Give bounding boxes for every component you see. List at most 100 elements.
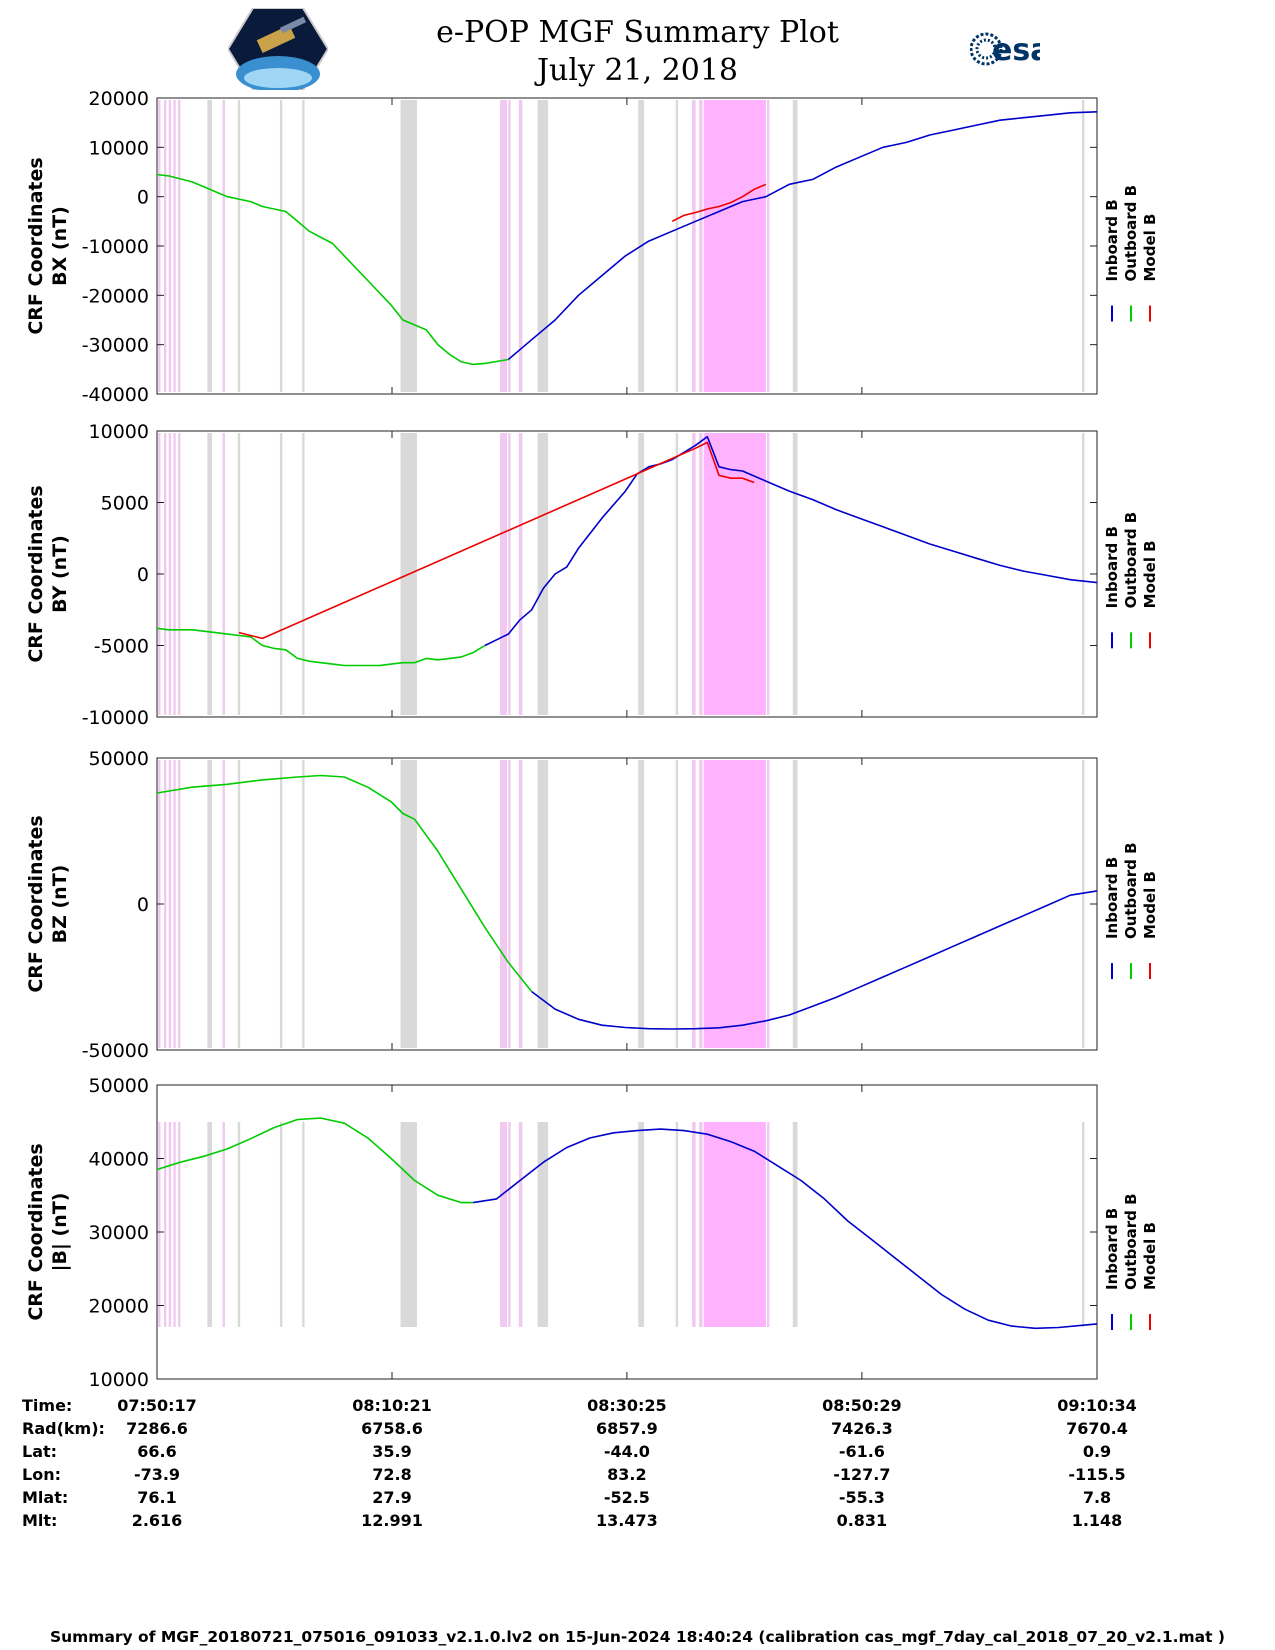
y-tick-label: 20000: [89, 1296, 149, 1318]
y-tick-label: -40000: [82, 384, 149, 406]
ephemeris-value: 07:50:17: [117, 1396, 197, 1415]
y-axis-label: CRF Coordinates: [25, 1143, 47, 1320]
data-gap-band-pink: [168, 1122, 172, 1327]
data-gap-band-pink: [178, 433, 181, 715]
data-gap-band-pink: [692, 1122, 696, 1327]
data-gap-band-gray: [279, 433, 283, 715]
data-gap-band-gray: [279, 1122, 283, 1327]
series-line-outboard-b: [156, 173, 509, 366]
y-tick-label: 10000: [89, 1369, 149, 1391]
series-line-model-b: [238, 441, 755, 640]
y-tick-label: -10000: [82, 236, 149, 258]
data-gap-band-pink: [500, 1122, 508, 1327]
legend-label: Model B: [1141, 1222, 1159, 1290]
ephemeris-value: 76.1: [137, 1488, 177, 1507]
legend-label: Model B: [1141, 871, 1159, 939]
ephemeris-row-label: Mlat:: [22, 1488, 69, 1507]
ephemeris-row-label: Rad(km):: [22, 1419, 105, 1438]
data-gap-band-gray: [537, 100, 549, 392]
y-axis-label: CRF Coordinates: [25, 485, 47, 662]
y-axis-label: CRF Coordinates: [25, 157, 47, 334]
y-tick-label: 30000: [89, 1222, 149, 1244]
data-gap-band-magenta: [703, 760, 766, 1048]
data-gap-band-pink: [767, 760, 770, 1048]
ephemeris-value: 0.831: [836, 1511, 888, 1530]
data-gap-band-gray: [792, 1122, 798, 1327]
data-gap-band-gray: [1082, 760, 1085, 1048]
data-gap-band-pink: [699, 760, 703, 1048]
ephemeris-value: -52.5: [603, 1488, 650, 1507]
data-gap-band-gray: [1082, 433, 1085, 715]
data-gap-band-pink: [518, 100, 523, 392]
ephemeris-row-label: Time:: [22, 1396, 73, 1415]
legend-label: Outboard B: [1122, 842, 1140, 939]
ephemeris-value: 35.9: [372, 1442, 412, 1461]
data-gap-band-pink: [222, 760, 225, 1048]
ephemeris-value: -115.5: [1068, 1465, 1126, 1484]
data-gap-band-gray: [237, 760, 241, 1048]
data-gap-band-pink: [164, 100, 167, 392]
data-gap-band-pink: [692, 760, 696, 1048]
plot-date: July 21, 2018: [536, 53, 739, 88]
data-gap-band-gray: [279, 100, 283, 392]
data-gap-band-pink: [508, 760, 511, 1048]
y-tick-label: 10000: [89, 137, 149, 159]
ephemeris-value: 7286.6: [126, 1419, 188, 1438]
y-tick-label: -20000: [82, 285, 149, 307]
y-tick-label: -30000: [82, 335, 149, 357]
data-gap-band-gray: [400, 1122, 417, 1327]
y-tick-label: -50000: [82, 1040, 149, 1062]
data-gap-band-pink: [173, 1122, 176, 1327]
ephemeris-value: 66.6: [137, 1442, 177, 1461]
series-line-inboard-b: [531, 890, 1098, 1030]
data-gap-band-pink: [178, 1122, 181, 1327]
ephemeris-value: 27.9: [372, 1488, 412, 1507]
data-gap-band-gray: [537, 1122, 549, 1327]
data-gap-band-gray: [302, 433, 305, 715]
ephemeris-row-label: Mlt:: [22, 1511, 58, 1530]
ephemeris-value: 7670.4: [1066, 1419, 1128, 1438]
data-gap-band-pink: [178, 100, 181, 392]
data-gap-band-gray: [675, 1122, 679, 1327]
data-gap-band-pink: [767, 433, 770, 715]
data-gap-band-pink: [173, 100, 176, 392]
legend-label: Inboard B: [1103, 199, 1121, 281]
data-gap-band-gray: [638, 760, 645, 1048]
data-gap-band-pink: [518, 433, 523, 715]
ephemeris-value: -73.9: [133, 1465, 181, 1484]
series-line-inboard-b: [507, 111, 1098, 361]
legend-label: Outboard B: [1122, 512, 1140, 609]
data-gap-band-pink: [173, 433, 176, 715]
data-gap-band-gray: [537, 433, 549, 715]
y-tick-label: -5000: [94, 636, 149, 658]
data-gap-band-pink: [692, 433, 696, 715]
data-gap-band-pink: [173, 760, 176, 1048]
plot-frame: [156, 430, 1098, 718]
legend-label: Model B: [1141, 214, 1159, 282]
data-gap-band-gray: [792, 100, 798, 392]
data-gap-band-gray: [537, 760, 549, 1048]
mgf-summary-chart: 20000 10000 0 -10000 -20000 -30000 -40000 CRF C…: [25, 88, 1159, 1391]
ephemeris-row-label: Lon:: [22, 1465, 61, 1484]
y-tick-label: 0: [137, 564, 149, 586]
data-gap-band-gray: [302, 100, 305, 392]
y-tick-label: 5000: [101, 493, 149, 515]
plot-title: e-POP MGF Summary Plot: [436, 15, 839, 50]
data-gap-band-pink: [178, 760, 181, 1048]
data-gap-band-gray: [237, 1122, 241, 1327]
y-tick-label: 20000: [89, 88, 149, 110]
data-gap-band-gray: [1082, 100, 1085, 392]
data-gap-band-gray: [792, 433, 798, 715]
ephemeris-value: -61.6: [838, 1442, 885, 1461]
data-gap-band-pink: [168, 760, 172, 1048]
ephemeris-value: 7.8: [1082, 1488, 1112, 1507]
data-gap-band-pink: [164, 760, 167, 1048]
data-gap-band-magenta: [703, 1122, 766, 1327]
data-gap-band-gray: [400, 760, 417, 1048]
legend-label: Outboard B: [1122, 1193, 1140, 1290]
esa-logo: esa: [970, 32, 1040, 68]
ephemeris-value: 13.473: [596, 1511, 658, 1530]
y-axis-label: |B| (nT): [49, 1193, 71, 1272]
plot-frame: [156, 1084, 1098, 1380]
data-gap-band-pink: [500, 433, 508, 715]
